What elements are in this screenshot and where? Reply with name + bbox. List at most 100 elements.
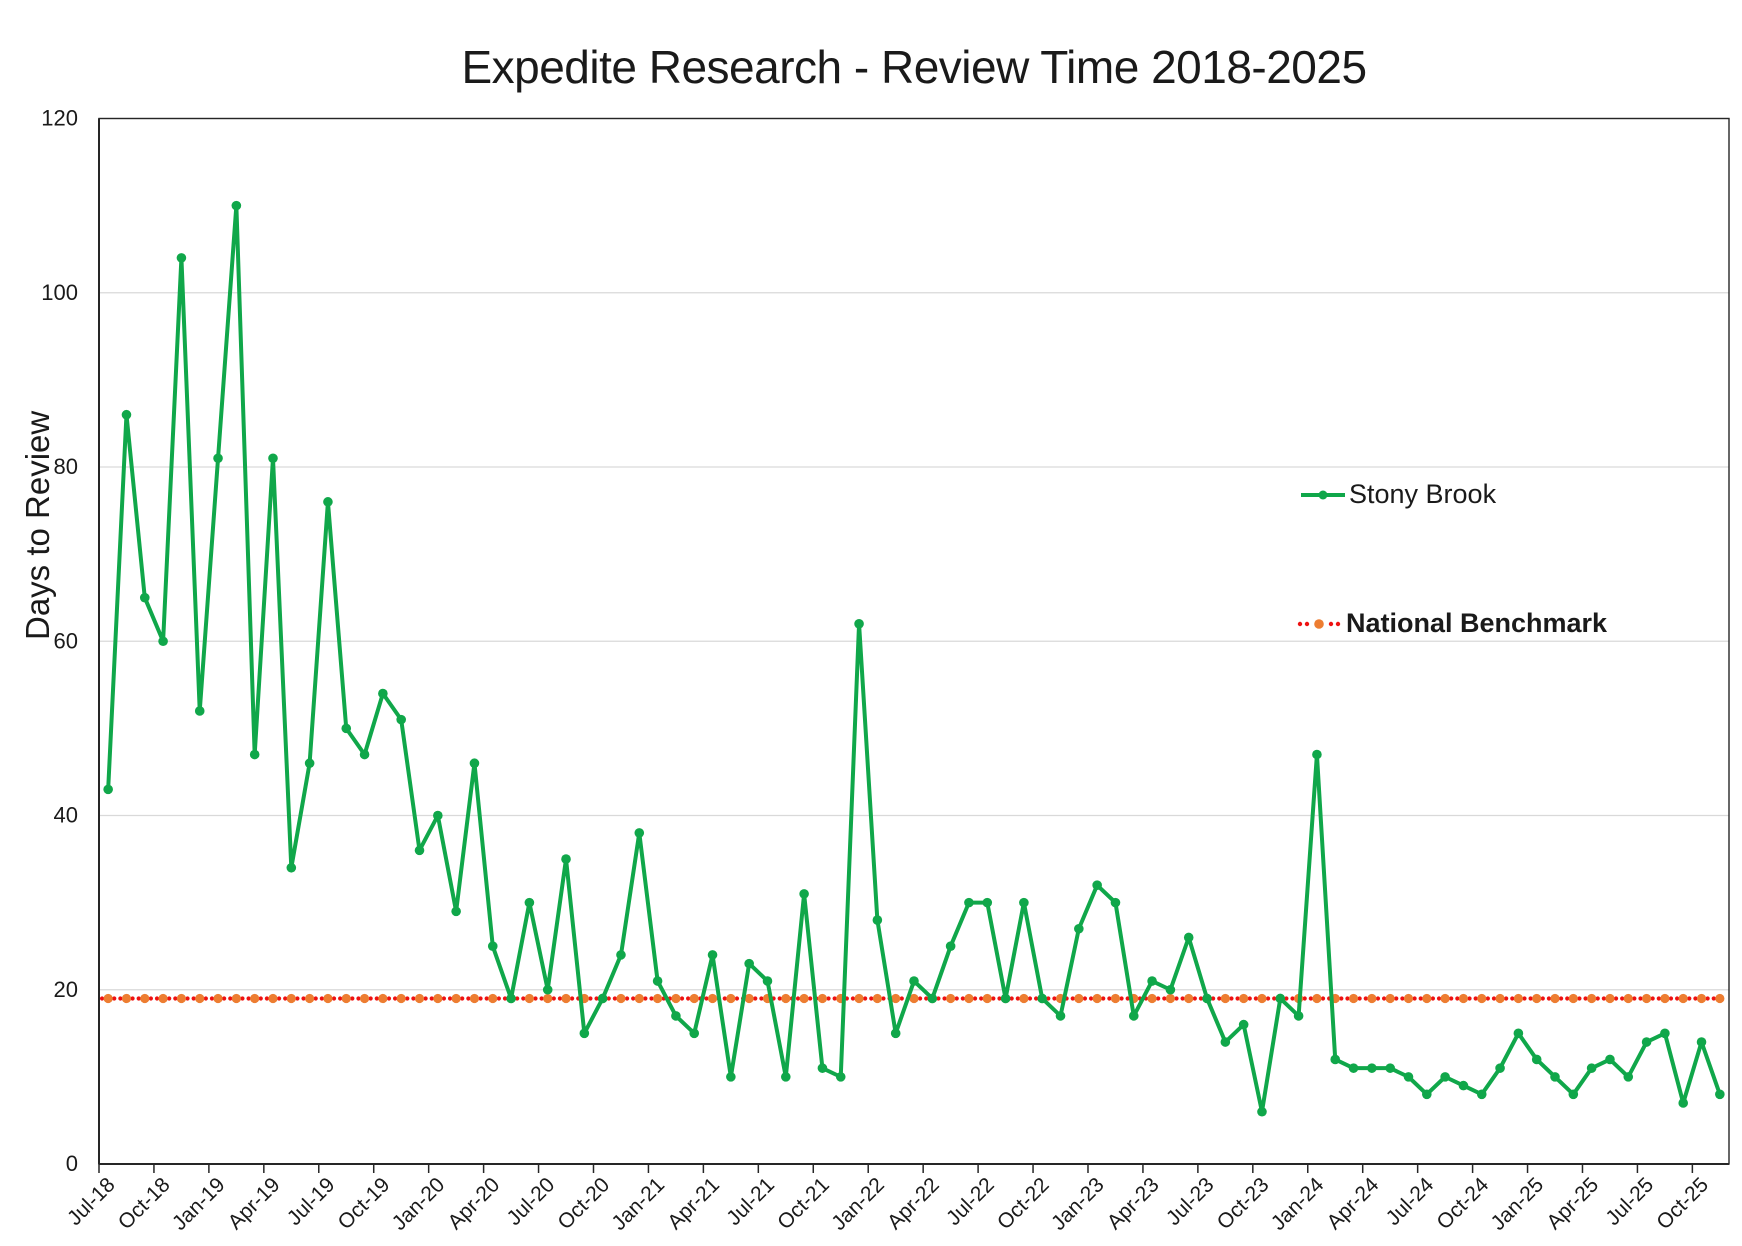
stony-brook-line-icon [1301, 490, 1345, 499]
stony-brook-point [964, 897, 974, 908]
benchmark-dot [1180, 996, 1185, 1001]
benchmark-dot [374, 996, 379, 1001]
benchmark-dot [99, 996, 105, 1001]
benchmark-marker [1660, 993, 1670, 1004]
benchmark-marker [1696, 993, 1707, 1004]
benchmark-marker [451, 993, 461, 1004]
benchmark-dot [704, 996, 709, 1001]
benchmark-dot [1339, 996, 1344, 1001]
benchmark-dot [918, 996, 923, 1001]
benchmark-dot [203, 996, 208, 1001]
benchmark-marker [781, 993, 791, 1004]
stony-brook-point [1183, 932, 1194, 943]
x-tick-label: Oct-25 [1652, 1173, 1713, 1234]
x-tick-label: Oct-22 [993, 1173, 1054, 1234]
benchmark-dot [1033, 996, 1039, 1001]
benchmark-dot [1583, 996, 1588, 1001]
stony-brook-point [1641, 1037, 1652, 1047]
benchmark-dot [1009, 996, 1014, 1001]
benchmark-dot [331, 996, 337, 1001]
stony-brook-point [1202, 993, 1212, 1004]
stony-brook-point [1055, 1011, 1066, 1021]
benchmark-dot [557, 996, 563, 1001]
benchmark-marker [1019, 993, 1029, 1004]
benchmark-dot [441, 996, 447, 1001]
benchmark-dot [551, 996, 556, 1001]
benchmark-dot [1308, 996, 1313, 1001]
benchmark-dot [1363, 996, 1368, 1001]
x-tick-label: Jan-25 [1487, 1173, 1549, 1235]
benchmark-dot [991, 996, 996, 1001]
benchmark-marker [176, 993, 187, 1004]
stony-brook-point [1476, 1089, 1487, 1100]
benchmark-dot [136, 996, 141, 1001]
stony-brook-point [304, 758, 315, 769]
benchmark-dotted-line-icon [1297, 618, 1341, 629]
benchmark-dot [466, 996, 471, 1001]
benchmark-dot [588, 996, 593, 1001]
benchmark-marker [195, 993, 205, 1004]
benchmark-dot [148, 996, 153, 1001]
benchmark-dot [1125, 996, 1130, 1001]
benchmark-dot [1119, 996, 1124, 1001]
stony-brook-point [1348, 1063, 1359, 1073]
stony-brook-point [872, 915, 883, 925]
benchmark-dot [795, 996, 801, 1001]
benchmark-marker [561, 993, 571, 1004]
benchmark-dot [1577, 996, 1582, 1001]
benchmark-dot [1540, 996, 1545, 1001]
benchmark-dot [1192, 996, 1197, 1001]
benchmark-marker [634, 993, 644, 1004]
benchmark-dot [1467, 996, 1472, 1001]
benchmark-dot [209, 996, 215, 1001]
stony-brook-point [945, 941, 956, 951]
stony-brook-point [487, 941, 498, 951]
x-tick-label: Jan-20 [388, 1173, 450, 1235]
benchmark-marker [1385, 993, 1395, 1004]
benchmark-dot [1375, 996, 1381, 1001]
stony-brook-point [542, 984, 553, 995]
benchmark-dot [1381, 996, 1387, 1001]
benchmark-dot [301, 996, 306, 1001]
x-tick-label: Jul-24 [1382, 1173, 1439, 1230]
benchmark-dot [515, 996, 520, 1001]
stony-brook-point [194, 706, 205, 716]
benchmark-dot [1082, 996, 1088, 1001]
benchmark-marker [1605, 993, 1615, 1004]
benchmark-marker [817, 993, 828, 1004]
benchmark-marker [543, 993, 553, 1004]
stony-brook-point [780, 1072, 791, 1082]
stony-brook-point [671, 1011, 681, 1021]
x-tick-label: Jan-22 [827, 1173, 889, 1235]
benchmark-dot [1345, 996, 1350, 1001]
benchmark-dot [1412, 996, 1417, 1001]
stony-brook-point [1165, 984, 1176, 995]
x-tick-label: Apr-23 [1103, 1173, 1164, 1234]
benchmark-dot [899, 996, 904, 1001]
benchmark-marker [689, 993, 699, 1004]
benchmark-dot [1101, 996, 1106, 1001]
benchmark-dot [631, 996, 636, 1001]
benchmark-dot [521, 996, 526, 1001]
benchmark-dot [423, 996, 428, 1001]
stony-brook-point [1293, 1011, 1304, 1021]
stony-brook-point [341, 723, 352, 734]
benchmark-dot [185, 996, 190, 1001]
x-tick-label: Oct-21 [773, 1173, 834, 1234]
benchmark-dot [1559, 996, 1564, 1001]
benchmark-marker [305, 993, 315, 1004]
benchmark-marker [891, 993, 901, 1004]
benchmark-marker [652, 993, 663, 1004]
benchmark-marker [323, 993, 333, 1004]
benchmark-dot [246, 996, 251, 1001]
stony-brook-point [176, 253, 187, 263]
stony-brook-point [1568, 1089, 1579, 1100]
stony-brook-point [1037, 993, 1048, 1004]
x-tick-label: Apr-24 [1323, 1173, 1384, 1234]
benchmark-dot [924, 996, 929, 1001]
benchmark-dot [1693, 996, 1698, 1001]
benchmark-dot [392, 996, 398, 1001]
benchmark-dot [734, 996, 740, 1001]
benchmark-dot [112, 996, 117, 1001]
benchmark-dot [954, 996, 959, 1001]
